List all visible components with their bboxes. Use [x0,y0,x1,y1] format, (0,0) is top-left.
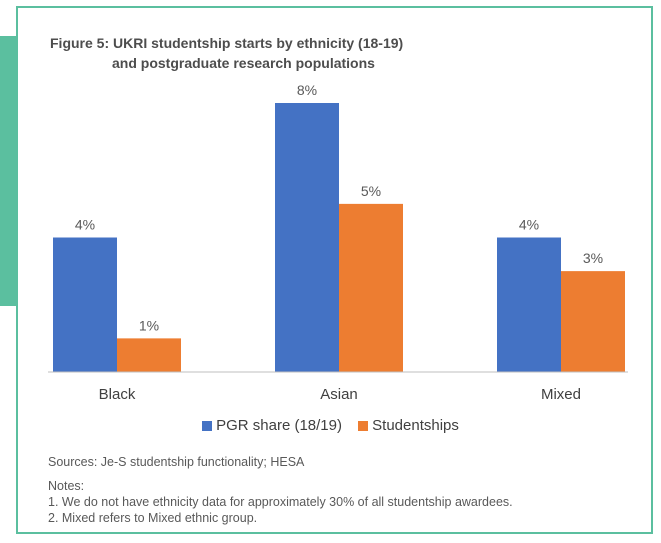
data-label-black-studentships: 1% [139,317,159,333]
sources-text: Sources: Je-S studentship functionality;… [48,455,305,469]
legend-item-pgr: PGR share (18/19) [202,417,342,434]
legend-swatch-studentships [358,420,369,431]
bar-asian-studentships [339,203,403,372]
data-label-asian-studentships: 5% [361,183,381,199]
data-label-asian-pgr: 8% [297,82,317,98]
bars-group: 4% 1% 8% 5% 4% 3% [53,82,625,372]
legend-label-studentships: Studentships [372,417,459,434]
legend: PGR share (18/19) Studentships [0,417,661,435]
category-label-mixed: Mixed [541,386,581,403]
legend-item-studentships: Studentships [358,417,459,434]
data-label-mixed-studentships: 3% [583,250,603,266]
legend-swatch-pgr [202,420,213,431]
category-labels: Black Asian Mixed [99,386,581,403]
category-label-black: Black [99,386,136,403]
bar-black-pgr [53,237,117,372]
title-line-2: and postgraduate research populations [112,55,375,71]
bar-black-studentships [117,338,181,372]
bar-asian-pgr [275,103,339,372]
bar-mixed-studentships [561,271,625,372]
legend-label-pgr: PGR share (18/19) [216,417,342,434]
figure-title: Figure 5: UKRI studentship starts by eth… [50,33,430,73]
bar-chart: 4% 1% 8% 5% 4% 3% Black Asian Mixed [48,82,628,403]
note-2: 2. Mixed refers to Mixed ethnic group. [48,511,258,525]
notes-block: Sources: Je-S studentship functionality;… [48,454,513,526]
data-label-black-pgr: 4% [75,217,95,233]
bar-mixed-pgr [497,237,561,372]
title-line-1: Figure 5: UKRI studentship starts by eth… [50,35,404,51]
data-label-mixed-pgr: 4% [519,217,539,233]
accent-bar [0,36,16,306]
notes-heading: Notes: [48,479,85,493]
note-1: 1. We do not have ethnicity data for app… [48,495,513,509]
category-label-asian: Asian [320,386,358,403]
